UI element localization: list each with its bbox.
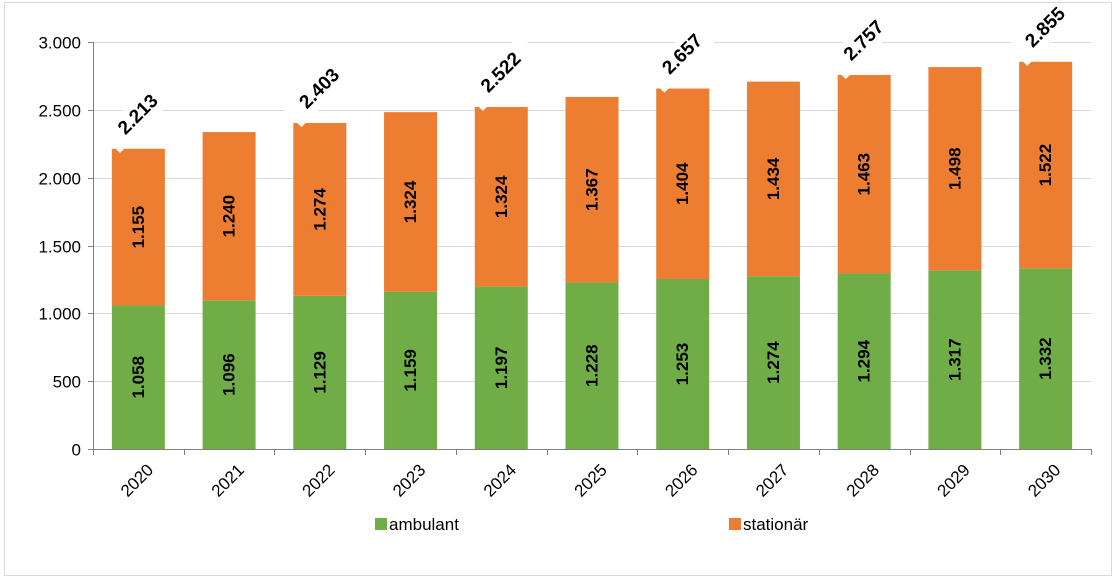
data-label-stationaer: 1.522 — [1036, 144, 1055, 187]
data-labels: 1.058 1.155 1.096 1.240 1.129 1.274 1.159 1.324… — [100, 3, 1084, 399]
data-label-ambulant: 1.129 — [310, 351, 329, 394]
x-tick-label: 2021 — [208, 460, 248, 500]
bar-segment-ambulant — [1019, 268, 1073, 449]
stacked-bar-chart: 0 500 1.000 1.500 2.000 2.500 3.000 2020 2021 202… — [38, 3, 1092, 534]
total-label-group: 2.657 — [644, 16, 721, 93]
y-tick-label: 1.000 — [38, 305, 81, 324]
data-label-stationaer: 1.155 — [129, 206, 148, 249]
bar-segment-stationaer — [474, 106, 528, 287]
total-label-group: 2.757 — [825, 3, 903, 80]
y-tick-label: 1.500 — [38, 238, 81, 257]
bar-segment-stationaer — [202, 132, 256, 301]
data-label-ambulant: 1.228 — [583, 344, 602, 387]
x-tick-label: 2024 — [480, 460, 520, 500]
bar-segment-stationaer — [837, 74, 891, 274]
bar-segment-ambulant — [746, 276, 800, 449]
legend: ambulant stationär — [375, 515, 809, 534]
bar-segment-ambulant — [565, 282, 619, 449]
bar-segment-ambulant — [111, 305, 165, 449]
x-tick-label: 2025 — [571, 460, 611, 500]
data-label-ambulant: 1.317 — [945, 338, 964, 381]
data-label-ambulant: 1.332 — [1036, 337, 1055, 380]
data-label-stationaer: 1.240 — [220, 195, 239, 238]
legend-label: stationär — [743, 515, 809, 534]
data-label-ambulant: 1.197 — [492, 347, 511, 390]
x-tick-label: 2023 — [389, 460, 429, 500]
x-tick-label: 2028 — [843, 460, 883, 500]
total-label-group: 2.855 — [1007, 3, 1084, 66]
data-label-ambulant: 1.253 — [673, 343, 692, 386]
data-label-stationaer: 1.463 — [855, 153, 874, 196]
data-label-stationaer: 1.434 — [764, 157, 783, 200]
bar-segment-stationaer — [656, 88, 710, 280]
data-label-ambulant: 1.294 — [855, 339, 874, 382]
bar-segment-stationaer — [111, 148, 165, 306]
x-tick-label: 2029 — [934, 460, 974, 500]
total-label-group: 2.213 — [100, 76, 177, 153]
data-label-stationaer: 1.324 — [492, 175, 511, 218]
total-label-group: 2.522 — [463, 34, 540, 112]
bar-segment-stationaer — [928, 67, 982, 271]
total-label-background — [825, 3, 903, 80]
total-label-background — [644, 16, 721, 93]
total-label-background — [281, 50, 359, 128]
bars — [111, 61, 1073, 449]
x-tick-label: 2026 — [661, 460, 701, 500]
total-label-background — [463, 34, 540, 112]
data-label-stationaer: 1.367 — [583, 168, 602, 211]
x-tick-label: 2022 — [298, 460, 338, 500]
bar-segment-stationaer — [1019, 61, 1073, 269]
chart-frame: 0 500 1.000 1.500 2.000 2.500 3.000 2020 2021 202… — [4, 2, 1112, 576]
y-tick-label: 500 — [53, 373, 81, 392]
legend-swatch — [729, 518, 741, 530]
data-label-stationaer: 1.404 — [673, 162, 692, 205]
data-label-ambulant: 1.274 — [764, 341, 783, 384]
total-label-group: 2.403 — [281, 50, 359, 128]
bar-segment-ambulant — [384, 291, 438, 449]
y-tick-label: 3.000 — [38, 34, 81, 53]
total-label-background — [1007, 3, 1084, 66]
bar-segment-ambulant — [837, 273, 891, 449]
x-tick-label: 2020 — [117, 460, 157, 500]
y-tick-label: 0 — [72, 441, 81, 460]
data-label-ambulant: 1.096 — [220, 353, 239, 396]
bar-segment-ambulant — [293, 295, 347, 449]
data-label-stationaer: 1.274 — [310, 188, 329, 231]
data-label-ambulant: 1.058 — [129, 356, 148, 399]
bar-segment-ambulant — [474, 286, 528, 449]
legend-swatch — [375, 518, 387, 530]
bar-segment-stationaer — [565, 96, 619, 283]
x-tick-label: 2030 — [1024, 460, 1064, 500]
bar-segment-stationaer — [384, 112, 438, 292]
total-label-background — [100, 76, 177, 153]
bar-segment-stationaer — [293, 122, 347, 296]
data-label-stationaer: 1.324 — [401, 180, 420, 223]
bar-segment-stationaer — [746, 81, 800, 277]
y-tick-label: 2.000 — [38, 170, 81, 189]
data-label-stationaer: 1.498 — [945, 147, 964, 190]
y-tick-label: 2.500 — [38, 102, 81, 121]
legend-label: ambulant — [389, 515, 459, 534]
bar-segment-ambulant — [928, 270, 982, 449]
data-label-ambulant: 1.159 — [401, 349, 420, 392]
bar-segment-ambulant — [202, 300, 256, 449]
x-tick-label: 2027 — [752, 460, 792, 500]
bar-segment-ambulant — [656, 279, 710, 449]
